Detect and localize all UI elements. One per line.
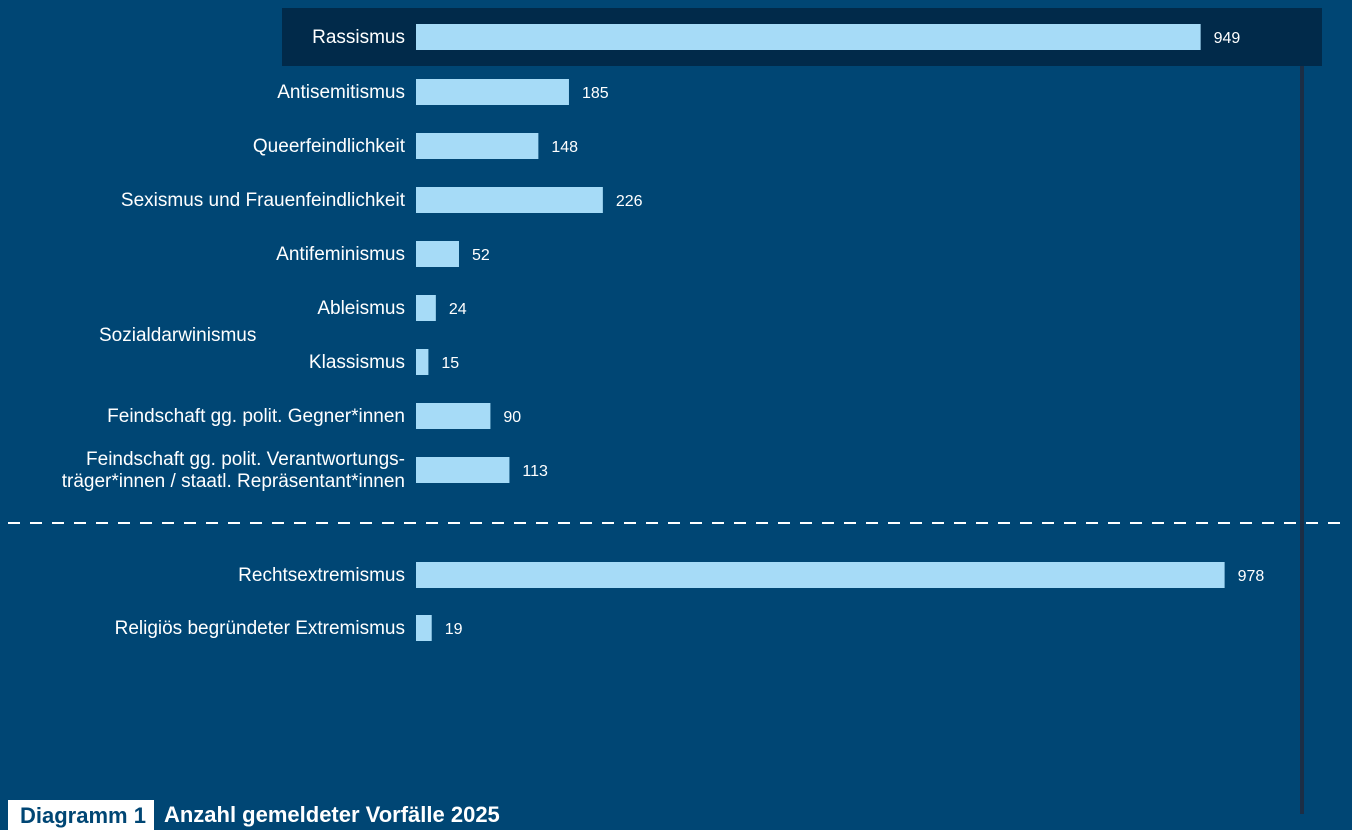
bar: [416, 187, 603, 213]
category-label: Rassismus: [312, 27, 405, 48]
value-label: 113: [522, 463, 548, 480]
value-label: 19: [445, 621, 463, 638]
category-label: träger*innen / staatl. Repräsentant*inne…: [62, 471, 405, 492]
bar: [416, 349, 429, 375]
caption-title: Anzahl gemeldeter Vorfälle 2025: [163, 802, 500, 827]
value-label: 24: [449, 301, 467, 318]
value-label: 15: [441, 355, 459, 372]
category-label: Rechtsextremismus: [238, 565, 405, 586]
category-label: Feindschaft gg. polit. Gegner*innen: [107, 406, 405, 427]
category-label: Antifeminismus: [276, 244, 405, 265]
caption-tag: Diagramm 1: [8, 800, 154, 830]
value-label: 185: [582, 85, 609, 102]
bar: [416, 615, 432, 641]
value-label: 226: [616, 193, 643, 210]
value-label: 949: [1214, 30, 1241, 47]
bar: [416, 79, 569, 105]
value-label: 90: [503, 409, 521, 426]
category-label: Ableismus: [317, 298, 405, 319]
category-label: Antisemitismus: [277, 82, 405, 103]
category-label: Klassismus: [309, 352, 405, 373]
bar: [416, 562, 1225, 588]
bar: [416, 457, 510, 483]
bar: [416, 24, 1201, 50]
bar: [416, 133, 539, 159]
value-label: 148: [551, 139, 578, 156]
value-label: 978: [1238, 568, 1265, 585]
value-label: 52: [472, 247, 490, 264]
group-label: Sozialdarwinismus: [99, 325, 256, 346]
bar: [416, 241, 459, 267]
category-label: Religiös begründeter Extremismus: [115, 618, 405, 639]
bar: [416, 403, 491, 429]
category-label: Queerfeindlichkeit: [253, 136, 406, 157]
category-label: Sexismus und Frauenfeindlichkeit: [121, 190, 406, 211]
category-label: Feindschaft gg. polit. Verantwortungs-: [86, 449, 405, 470]
chart-caption: Diagramm 1 Anzahl gemeldeter Vorfälle 20…: [8, 800, 500, 830]
bar: [416, 295, 436, 321]
